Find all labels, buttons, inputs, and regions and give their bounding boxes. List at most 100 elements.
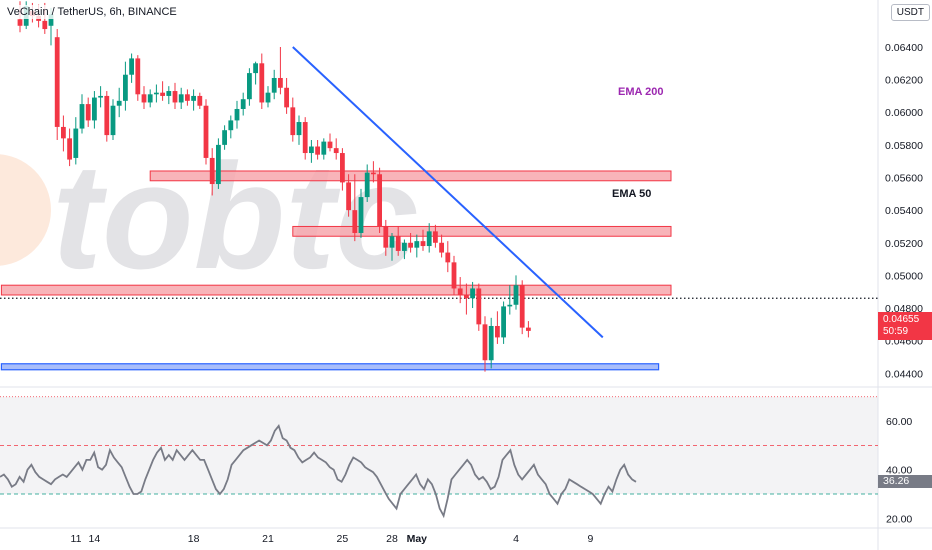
candle-body [495, 325, 500, 338]
candle [259, 53, 265, 109]
candle-body [327, 141, 333, 149]
candle-body [433, 231, 438, 243]
candle-body [519, 285, 525, 328]
price-tick-label: 0.05200 [885, 238, 923, 250]
candle [302, 117, 308, 160]
candle [333, 138, 339, 160]
rsi-value-tag: 36.26 [878, 475, 932, 488]
candle [79, 94, 85, 134]
candle [104, 91, 110, 142]
candle-body [420, 241, 426, 247]
price-tick-label: 0.04400 [885, 368, 923, 380]
candle-body [116, 100, 122, 106]
candle-body [501, 306, 506, 338]
candle-body [147, 94, 153, 103]
candle [426, 223, 432, 253]
candle-body [61, 126, 66, 139]
resistance-zone [292, 225, 672, 237]
candle-body [457, 288, 463, 295]
candle [501, 301, 506, 344]
candle-body [346, 182, 351, 211]
candle-body [284, 87, 289, 108]
candle [408, 232, 413, 253]
time-tick-label: 14 [89, 533, 101, 545]
time-tick-label: 25 [337, 533, 349, 545]
candle [73, 117, 79, 165]
candle-body [371, 172, 376, 175]
candle-body [402, 242, 407, 251]
candle [495, 311, 500, 344]
candle-body [315, 146, 320, 155]
candle [364, 164, 370, 202]
price-tick-label: 0.06400 [885, 42, 923, 54]
current-price-tag: 0.04655 50:59 [878, 312, 932, 340]
candle [321, 138, 327, 160]
symbol-title[interactable]: VeChain / TetherUS, 6h, BINANCE [4, 5, 180, 19]
candle-body [278, 77, 283, 88]
candle-body [135, 58, 141, 95]
candle [296, 115, 302, 145]
current-price: 0.04655 [883, 314, 920, 325]
price-tick-label: 0.06000 [885, 107, 923, 119]
candle-body [408, 242, 413, 248]
candle [507, 285, 513, 315]
candle [135, 55, 141, 101]
candle-body [160, 92, 165, 96]
candle-body [129, 58, 134, 75]
candle-body [482, 324, 488, 361]
candle-body [352, 210, 358, 233]
candle-body [67, 138, 72, 160]
candle-body [358, 197, 364, 233]
time-tick-label: 9 [587, 533, 593, 545]
candle [377, 167, 382, 233]
candle [457, 277, 463, 304]
candle-body [216, 144, 221, 185]
candle-body [271, 77, 277, 93]
rsi-line [0, 424, 637, 519]
candle [309, 139, 314, 163]
time-tick-label: 4 [513, 533, 519, 545]
candle-body [253, 63, 258, 74]
candle [340, 148, 345, 191]
candle [110, 99, 116, 140]
candle-body [439, 242, 444, 253]
watermark-logo [0, 154, 51, 266]
candle-body [209, 157, 215, 185]
candle [482, 316, 488, 372]
candle-body [197, 95, 203, 106]
candle-body [507, 304, 513, 307]
candle [445, 241, 451, 273]
candle-body [73, 128, 79, 158]
candle-body [185, 94, 190, 101]
candle [129, 53, 134, 83]
candle [166, 86, 172, 105]
candle-body [395, 236, 401, 251]
candle [371, 161, 376, 183]
candle-body [247, 73, 252, 100]
candle [278, 46, 283, 95]
candle [123, 61, 128, 111]
time-tick-label: 21 [262, 533, 274, 545]
candle-body [123, 74, 128, 101]
candle-body [178, 94, 184, 103]
candle [327, 133, 333, 152]
candle-body [172, 91, 178, 103]
currency-badge[interactable]: USDT [890, 4, 930, 21]
price-tick-label: 0.05800 [885, 140, 923, 152]
price-tick-label: 0.06200 [885, 75, 923, 87]
candle [228, 115, 234, 139]
candle-body [265, 92, 271, 103]
candle-body [154, 92, 159, 95]
candle-body [48, 14, 54, 26]
ema200-label: EMA 200 [618, 86, 664, 98]
candle-body [526, 327, 531, 331]
candle [247, 68, 252, 106]
candle-body [414, 241, 420, 248]
candle [191, 89, 196, 111]
candle-body [85, 104, 91, 121]
candle [290, 97, 296, 142]
candle-body [309, 146, 314, 154]
candle-body [302, 122, 308, 154]
candle [470, 281, 475, 309]
